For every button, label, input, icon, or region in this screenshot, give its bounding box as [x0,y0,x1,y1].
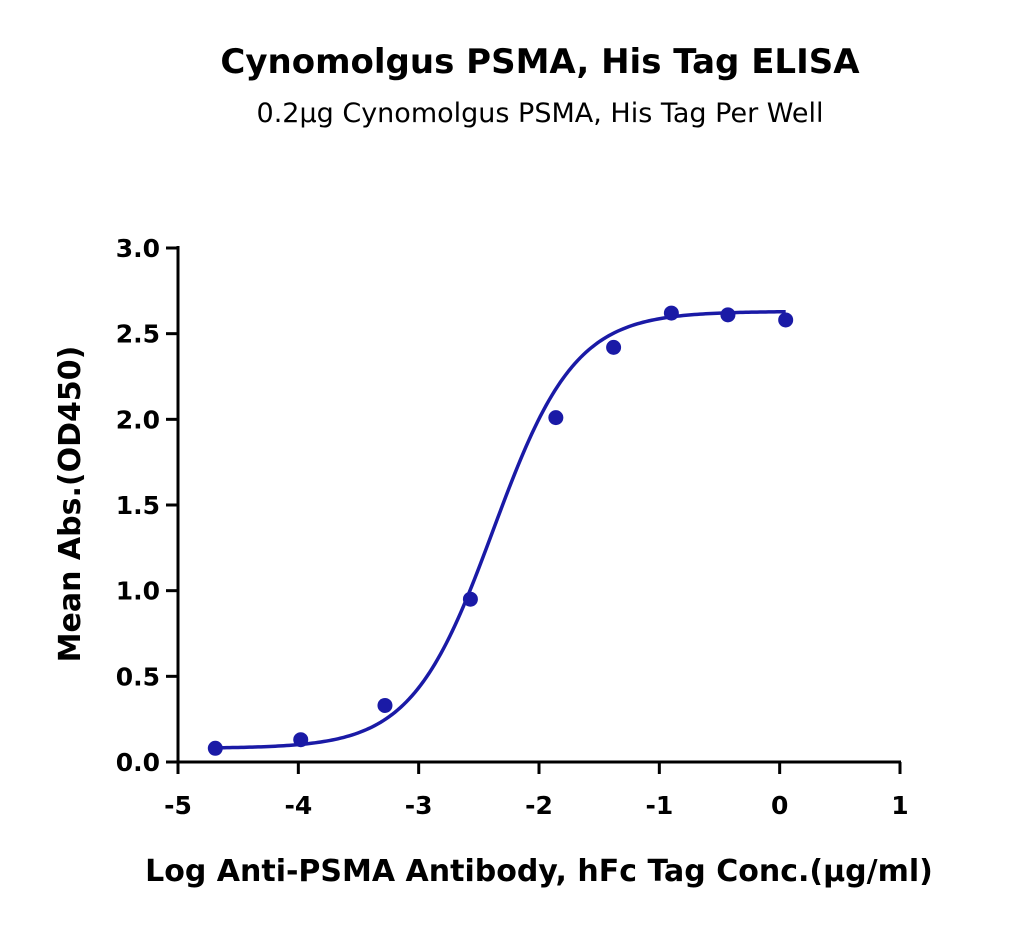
data-point [720,307,736,323]
y-tick-label: 1.5 [116,491,160,520]
data-point [377,697,393,713]
data-point [778,312,794,328]
y-tick-label: 0.5 [116,662,160,691]
chart-subtitle: 0.2μg Cynomolgus PSMA, His Tag Per Well [256,98,824,129]
y-tick-label: 3.0 [116,234,160,263]
x-tick-label: 0 [771,791,788,820]
data-point [548,410,564,426]
x-axis-title: Log Anti-PSMA Antibody, hFc Tag Conc.(μg… [145,854,933,889]
y-tick-label: 1.0 [116,577,160,606]
x-tick-label: 1 [891,791,908,820]
y-tick-label: 2.0 [116,405,160,434]
x-tick-label: -3 [405,791,433,820]
data-point [663,305,679,321]
y-axis-title: Mean Abs.(OD450) [53,346,88,663]
data-point [606,339,622,355]
fit-curve [215,309,786,750]
x-tick-label: -4 [284,791,312,820]
data-point [462,591,478,607]
x-tick-label: -1 [645,791,673,820]
y-tick-label: 2.5 [116,320,160,349]
x-tick-label: -5 [164,791,192,820]
chart-title: Cynomolgus PSMA, His Tag ELISA [220,42,860,82]
y-tick-label: 0.0 [116,748,160,777]
data-point [207,740,223,756]
x-ticks: -5 -4 -3 -2 -1 0 1 [164,762,909,820]
data-points [207,305,794,756]
data-point [293,732,309,748]
x-tick-label: -2 [525,791,553,820]
y-ticks: 0.0 0.5 1.0 1.5 2.0 2.5 3.0 [116,234,178,777]
